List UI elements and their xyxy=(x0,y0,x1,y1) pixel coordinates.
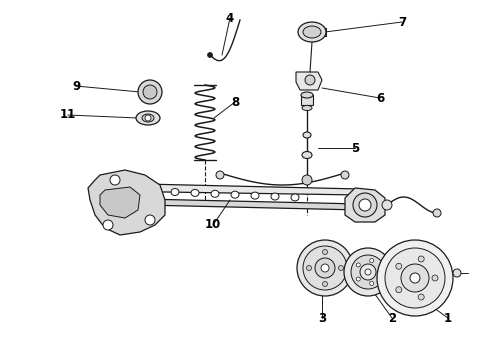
Circle shape xyxy=(322,249,327,255)
Text: 10: 10 xyxy=(205,219,221,231)
Polygon shape xyxy=(345,188,385,222)
Circle shape xyxy=(302,175,312,185)
Circle shape xyxy=(143,85,157,99)
Circle shape xyxy=(303,246,347,290)
Text: 9: 9 xyxy=(72,80,80,93)
Ellipse shape xyxy=(171,189,179,195)
Text: 4: 4 xyxy=(226,12,234,24)
Circle shape xyxy=(356,277,360,281)
Circle shape xyxy=(216,171,224,179)
Text: 5: 5 xyxy=(351,141,359,154)
Ellipse shape xyxy=(191,189,199,197)
Circle shape xyxy=(396,287,402,293)
Ellipse shape xyxy=(303,132,311,138)
Polygon shape xyxy=(301,95,313,105)
Polygon shape xyxy=(88,170,165,235)
Circle shape xyxy=(353,193,377,217)
Polygon shape xyxy=(100,183,360,195)
Polygon shape xyxy=(100,198,360,210)
Circle shape xyxy=(433,209,441,217)
Circle shape xyxy=(145,115,151,121)
Ellipse shape xyxy=(271,193,279,200)
Circle shape xyxy=(341,171,349,179)
Circle shape xyxy=(453,269,461,277)
Circle shape xyxy=(385,248,445,308)
Circle shape xyxy=(382,200,392,210)
Circle shape xyxy=(370,282,374,285)
Circle shape xyxy=(418,256,424,262)
Ellipse shape xyxy=(298,22,326,42)
Circle shape xyxy=(410,273,420,283)
Circle shape xyxy=(351,255,385,289)
Circle shape xyxy=(307,266,312,270)
Ellipse shape xyxy=(301,92,313,98)
Ellipse shape xyxy=(231,191,239,198)
Circle shape xyxy=(145,215,155,225)
Circle shape xyxy=(339,266,343,270)
Ellipse shape xyxy=(142,114,154,122)
Circle shape xyxy=(432,275,438,281)
Ellipse shape xyxy=(302,152,312,158)
Ellipse shape xyxy=(211,190,219,197)
Circle shape xyxy=(321,264,329,272)
Ellipse shape xyxy=(136,111,160,125)
Text: 3: 3 xyxy=(318,311,326,324)
Circle shape xyxy=(110,175,120,185)
Text: 11: 11 xyxy=(60,108,76,122)
Circle shape xyxy=(344,248,392,296)
Circle shape xyxy=(359,199,371,211)
Circle shape xyxy=(418,294,424,300)
Circle shape xyxy=(396,263,402,269)
Circle shape xyxy=(356,263,360,267)
Text: 6: 6 xyxy=(376,91,384,104)
Circle shape xyxy=(315,258,335,278)
Ellipse shape xyxy=(291,194,299,201)
Circle shape xyxy=(378,270,382,274)
Circle shape xyxy=(305,75,315,85)
Text: 1: 1 xyxy=(444,311,452,324)
Circle shape xyxy=(360,264,376,280)
Polygon shape xyxy=(100,187,140,218)
Circle shape xyxy=(103,220,113,230)
Circle shape xyxy=(138,80,162,104)
Ellipse shape xyxy=(251,192,259,199)
Text: 2: 2 xyxy=(388,311,396,324)
Circle shape xyxy=(207,53,213,58)
Ellipse shape xyxy=(303,26,321,38)
Circle shape xyxy=(297,240,353,296)
Circle shape xyxy=(370,258,374,262)
Circle shape xyxy=(322,282,327,287)
Text: 7: 7 xyxy=(398,15,406,28)
Polygon shape xyxy=(296,72,322,90)
Circle shape xyxy=(401,264,429,292)
Circle shape xyxy=(377,240,453,316)
Text: 8: 8 xyxy=(231,95,239,108)
Circle shape xyxy=(365,269,371,275)
Ellipse shape xyxy=(302,105,312,111)
